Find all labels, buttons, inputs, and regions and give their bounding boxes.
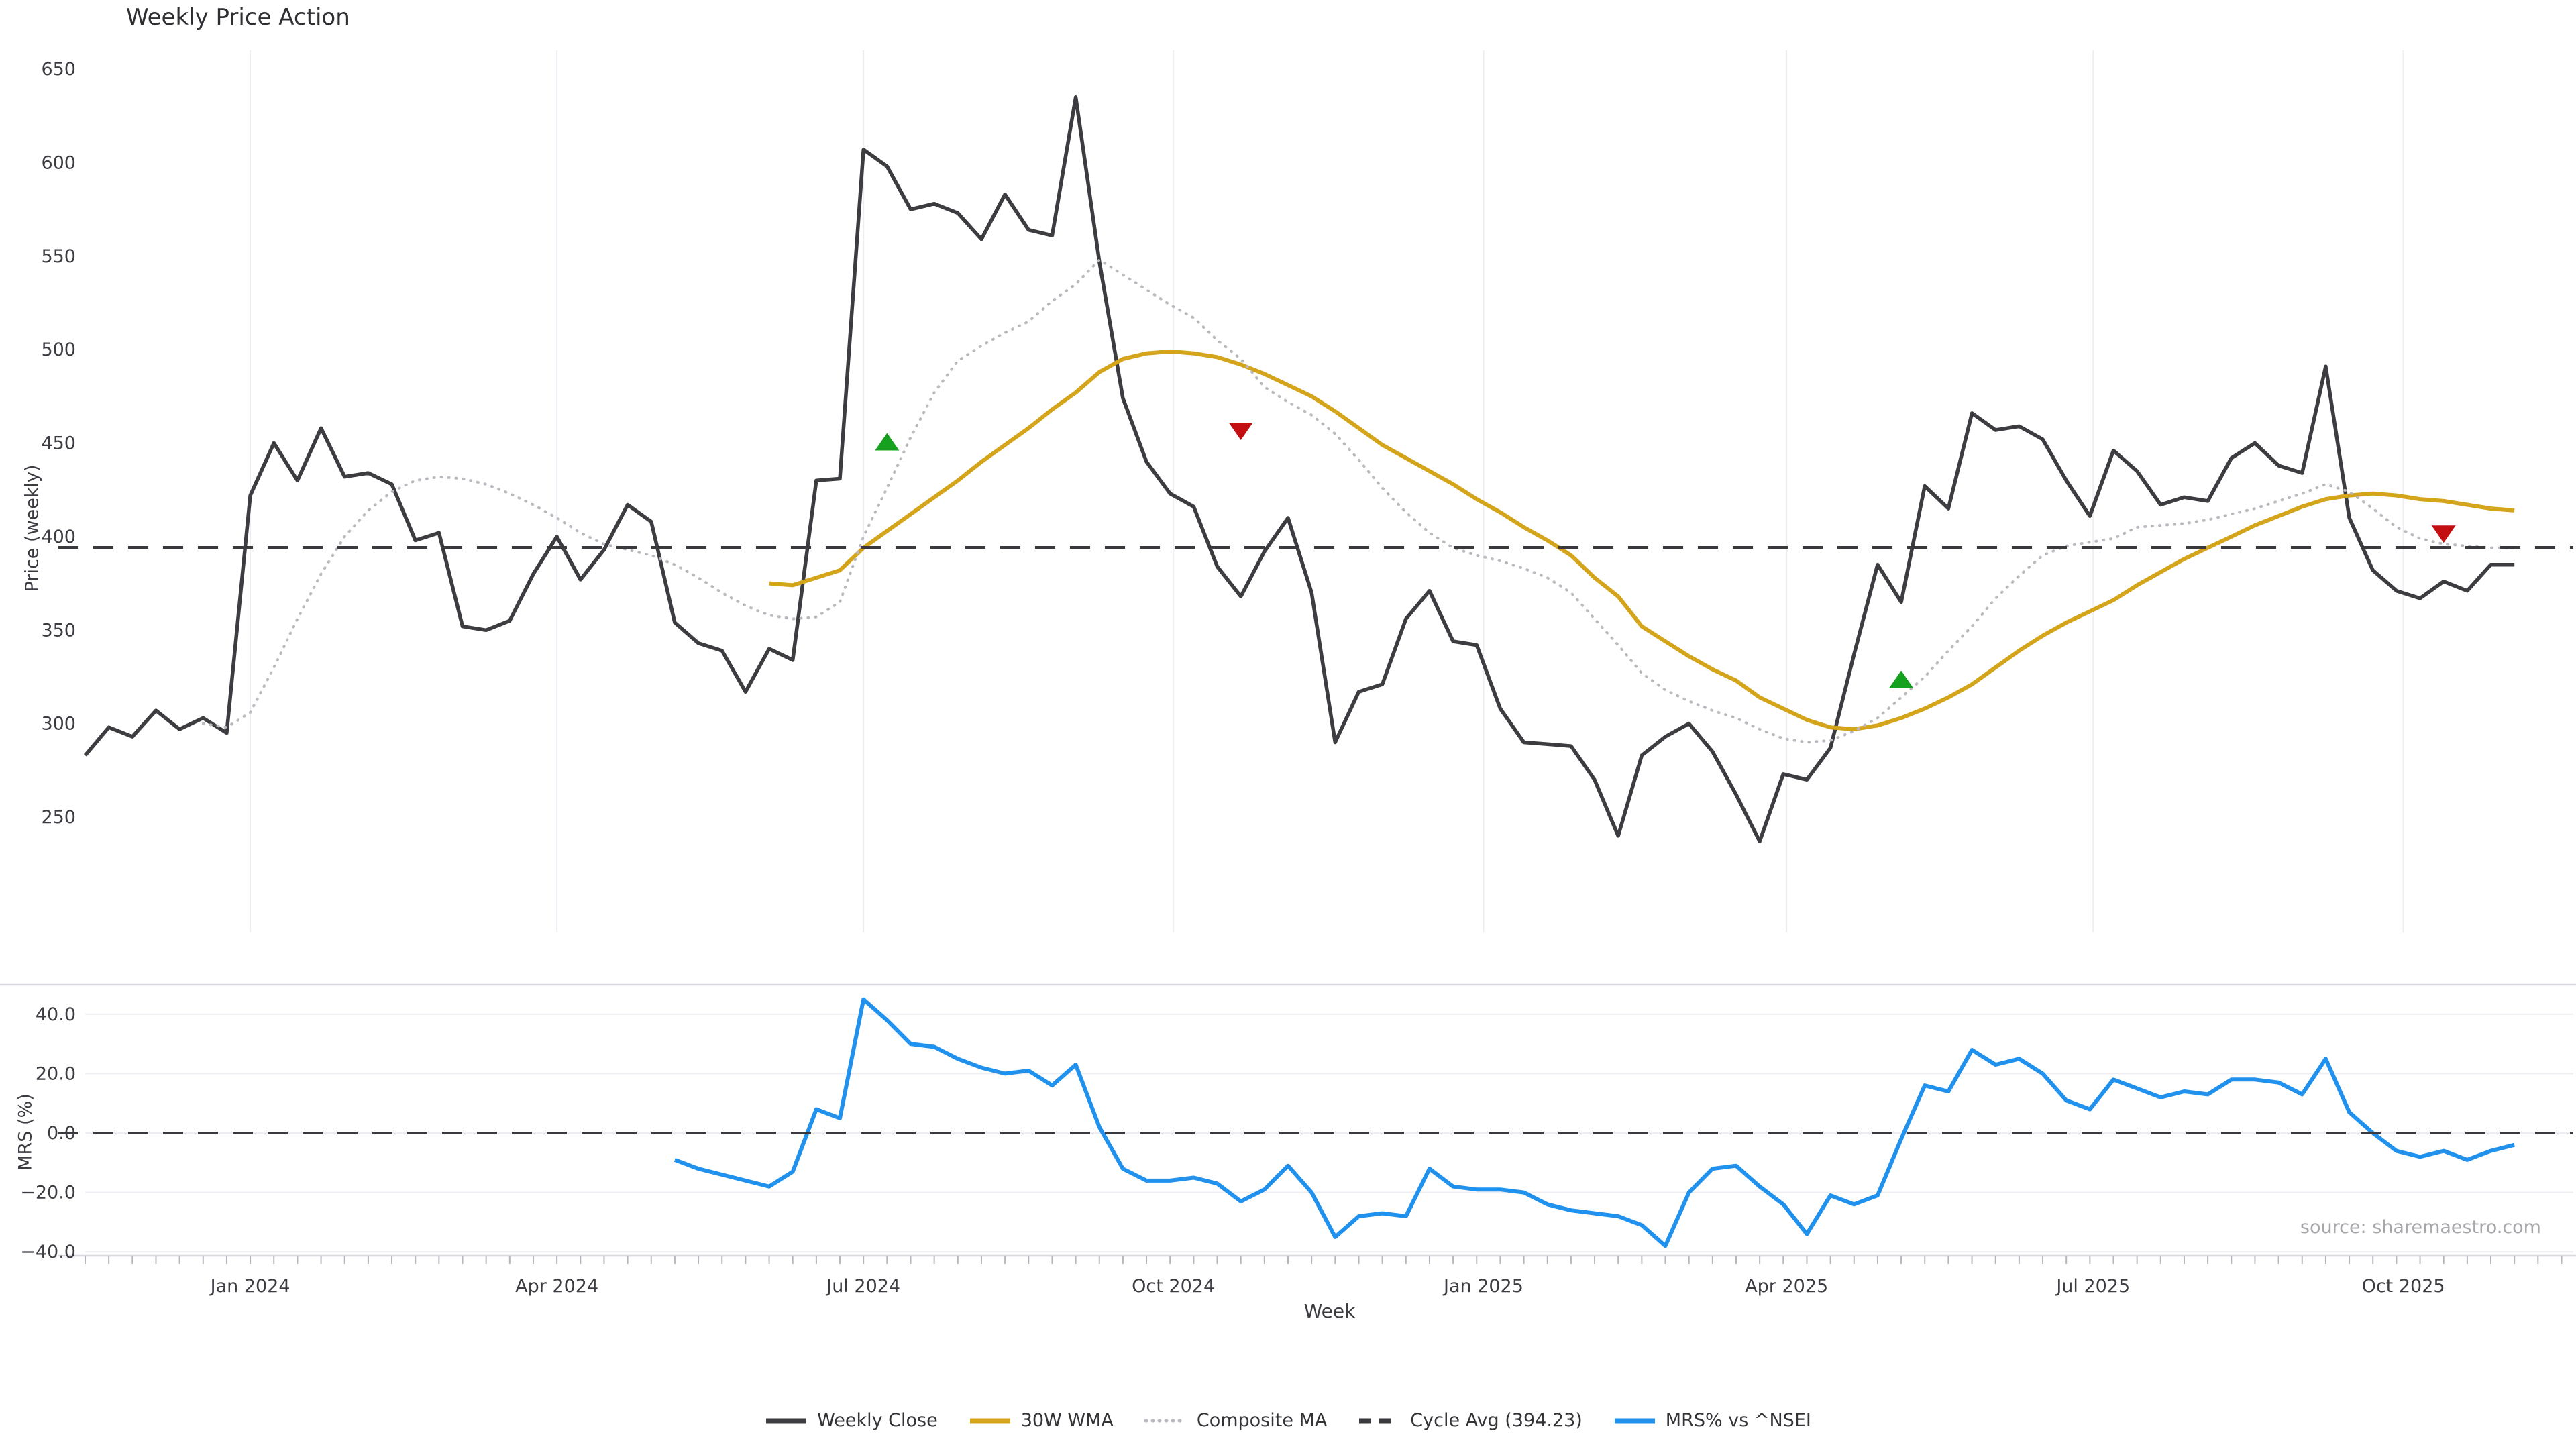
price-tick-label: 600 xyxy=(41,152,76,173)
sell-signal-marker xyxy=(1228,422,1253,440)
price-tick-label: 250 xyxy=(41,807,76,828)
x-tick-label: Apr 2024 xyxy=(515,1276,598,1297)
chart-title: Weekly Price Action xyxy=(126,4,350,31)
x-tick-label: Jan 2024 xyxy=(209,1276,290,1297)
legend-swatch xyxy=(1359,1418,1400,1423)
legend-label: Cycle Avg (394.23) xyxy=(1410,1410,1582,1431)
price-tick-label: 300 xyxy=(41,714,76,735)
mrs-tick-label: 40.0 xyxy=(36,1004,76,1025)
mrs-tick-label: 20.0 xyxy=(36,1063,76,1084)
price-tick-label: 450 xyxy=(41,433,76,454)
mrs-vs-nsei-line xyxy=(674,997,2515,1248)
price-tick-label: 500 xyxy=(41,339,76,360)
legend-item-cycle-avg-394-23: Cycle Avg (394.23) xyxy=(1358,1410,1582,1431)
price-axis-label: Price (weekly) xyxy=(21,464,43,592)
mrs-tick-label: −40.0 xyxy=(20,1242,76,1263)
legend-item-composite-ma: Composite MA xyxy=(1144,1410,1327,1431)
chart-legend: Weekly Close 30W WMA Composite MA Cycle Avg… xyxy=(0,1410,2576,1431)
x-tick-label: Oct 2025 xyxy=(2362,1276,2445,1297)
legend-label: Weekly Close xyxy=(817,1410,938,1431)
mrs-tick-label: 0.0 xyxy=(47,1123,76,1144)
legend-swatch xyxy=(766,1418,807,1423)
legend-label: MRS% vs ^NSEI xyxy=(1665,1410,1811,1431)
price-tick-label: 400 xyxy=(41,527,76,547)
legend-item-weekly-close: Weekly Close xyxy=(765,1410,938,1431)
x-tick-label: Jul 2024 xyxy=(825,1276,900,1297)
x-tick-label: Jul 2025 xyxy=(2055,1276,2130,1297)
sell-signal-marker xyxy=(2431,525,2456,543)
legend-swatch xyxy=(1614,1418,1655,1423)
buy-signal-marker xyxy=(1889,670,1914,688)
mrs-tick-label: −20.0 xyxy=(20,1183,76,1203)
x-tick-label: Oct 2024 xyxy=(1132,1276,1215,1297)
30w-wma-line xyxy=(769,349,2515,731)
source-attribution: source: sharemaestro.com xyxy=(2300,1217,2541,1238)
legend-label: Composite MA xyxy=(1196,1410,1328,1431)
signal-markers xyxy=(875,422,2456,688)
price-tick-label: 550 xyxy=(41,246,76,267)
x-tick-label: Jan 2025 xyxy=(1442,1276,1523,1297)
gridlines xyxy=(0,50,2576,1257)
price-tick-label: 350 xyxy=(41,620,76,641)
x-axis-label: Week xyxy=(1303,1300,1356,1322)
legend-swatch xyxy=(1144,1419,1187,1422)
legend-item-30w-wma: 30W WMA xyxy=(969,1410,1114,1431)
legend-label: 30W WMA xyxy=(1020,1410,1114,1431)
legend-item-mrs-vs-nsei: MRS% vs ^NSEI xyxy=(1613,1410,1811,1431)
series-lines xyxy=(58,95,2573,1248)
weekly-close-line xyxy=(83,95,2515,843)
x-tick-label: Apr 2025 xyxy=(1745,1276,1828,1297)
price-tick-label: 650 xyxy=(41,59,76,80)
mrs-axis-label: MRS (%) xyxy=(15,1093,36,1171)
week-minor-ticks xyxy=(85,1256,2563,1264)
legend-swatch xyxy=(969,1418,1010,1423)
buy-signal-marker xyxy=(875,433,900,451)
composite-ma-line xyxy=(201,258,2516,744)
axis-tick-labels: 650 600 550 500 450 400 350 300 250 40.0 20.0 0.0 −2… xyxy=(20,59,2445,1297)
